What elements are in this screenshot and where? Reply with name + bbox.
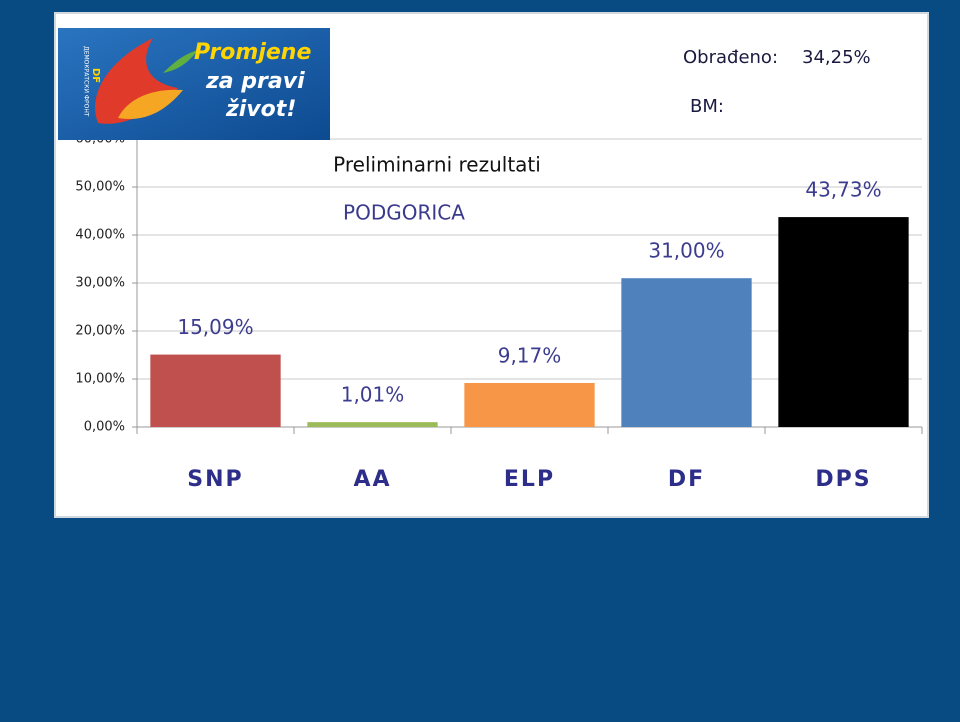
x-tick-label: DPS xyxy=(815,467,871,492)
value-label: 1,01% xyxy=(341,383,405,407)
y-tick-label: 40,00% xyxy=(75,228,125,243)
logo-leaf xyxy=(163,50,198,73)
logo-org: ДЕМОКРАТСКИ ФРОНТ xyxy=(83,46,90,117)
value-label: 43,73% xyxy=(805,178,881,202)
value-label: 31,00% xyxy=(648,239,724,263)
y-tick-label: 50,00% xyxy=(75,180,125,195)
logo-line: za pravi xyxy=(205,69,305,94)
processed-value: 34,25% xyxy=(802,47,871,68)
value-label: 15,09% xyxy=(177,315,253,339)
bm-label: BM: xyxy=(690,96,724,117)
chart-title: Preliminarni rezultati xyxy=(333,153,541,177)
logo-wing xyxy=(118,89,183,119)
bar xyxy=(621,278,752,427)
logo-line: Promjene xyxy=(194,40,311,65)
logo-line: život! xyxy=(225,97,296,122)
x-tick-label: AA xyxy=(353,467,391,492)
bar xyxy=(778,217,909,427)
bar xyxy=(150,354,281,427)
y-tick-label: 20,00% xyxy=(75,324,125,339)
x-tick-label: SNP xyxy=(187,467,243,492)
x-tick-label: ELP xyxy=(504,467,555,492)
bar xyxy=(464,382,595,427)
bar xyxy=(307,422,438,427)
processed-label: Obrađeno: xyxy=(683,47,778,68)
logo-abbr: DF xyxy=(90,68,101,83)
y-tick-label: 10,00% xyxy=(75,372,125,387)
x-tick-label: DF xyxy=(668,467,705,492)
logo: ДЕМОКРАТСКИ ФРОНТ DF Promjene za pravi ž… xyxy=(58,28,330,140)
value-label: 9,17% xyxy=(498,343,562,367)
y-tick-label: 30,00% xyxy=(75,276,125,291)
y-tick-label: 0,00% xyxy=(84,420,125,435)
chart-subtitle: PODGORICA xyxy=(343,201,465,225)
